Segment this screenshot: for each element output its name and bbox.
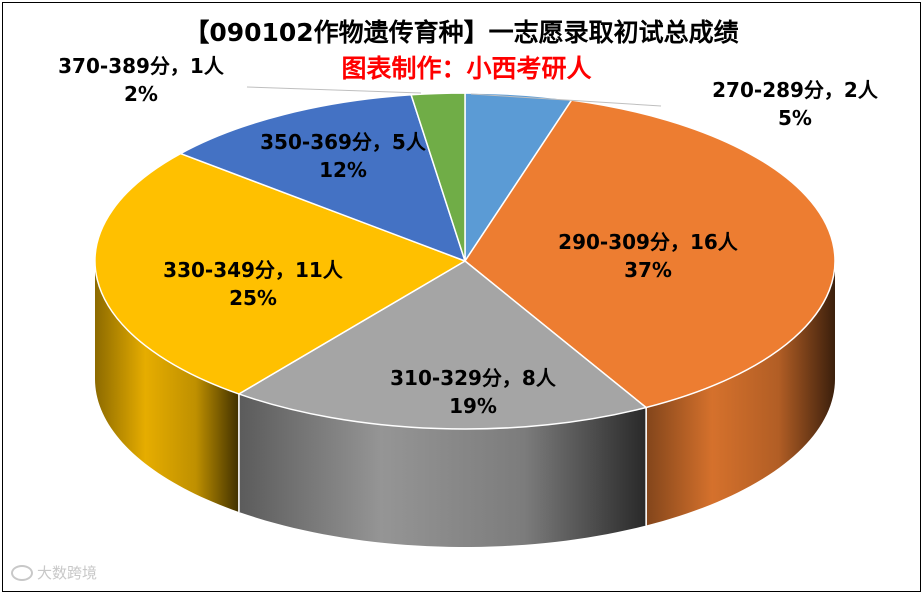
data-label-0: 270-289分，2人 [712, 78, 879, 102]
leader-line-5 [246, 86, 422, 94]
pie-slice-3 [94, 152, 466, 395]
pie-side-1 [646, 261, 835, 526]
percent-label-1: 37% [624, 258, 672, 282]
pie-chart: 270-289分，2人 5% 290-309分，16人 37% 310-329分，8人 1… [58, 54, 879, 547]
data-label-3: 330-349分，11人 [163, 258, 344, 282]
data-label-1: 290-309分，16人 [558, 230, 739, 254]
watermark: 大数跨境 [11, 562, 97, 583]
pie-side-3 [95, 261, 239, 512]
pie-slice-1 [464, 99, 836, 409]
percent-label-2: 19% [449, 394, 497, 418]
pie-slice-4 [179, 94, 466, 262]
watermark-logo-icon [11, 564, 33, 581]
data-label-4: 350-369分，5人 [260, 130, 427, 154]
watermark-text: 大数跨境 [37, 564, 98, 582]
percent-label-0: 5% [778, 106, 812, 130]
data-label-2: 310-329分，8人 [390, 366, 557, 390]
pie-side-2 [238, 393, 647, 547]
pie-slice-2 [238, 260, 647, 430]
data-label-5: 370-389分，1人 [58, 54, 225, 78]
leader-line-0 [470, 93, 662, 107]
pie-slice-5 [410, 92, 466, 262]
percent-label-4: 12% [319, 158, 367, 182]
chart-subtitle: 图表制作：小西考研人 [341, 54, 592, 83]
percent-label-5: 2% [124, 82, 158, 106]
percent-label-3: 25% [229, 286, 277, 310]
chart-title: 【090102作物遗传育种】一志愿录取初试总成绩 [184, 18, 739, 47]
